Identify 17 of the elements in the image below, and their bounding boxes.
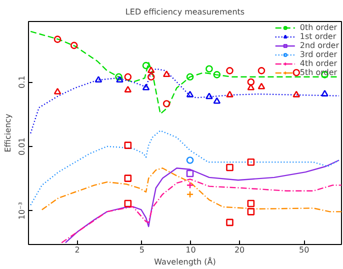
x-tick-label: 20 [234,246,245,254]
legend-label: 5th order [300,68,338,77]
legend-label: 0th order [300,23,338,32]
legend-label: 1st order [300,32,336,41]
legend-label: 2nd order [300,41,339,50]
chart-title: LED efficiency measurements [125,8,245,16]
x-tick-label: 10 [186,246,196,254]
x-tick-label: 2 [74,246,80,254]
y-tick-label: 0.1 [18,76,26,88]
x-tick-label: 50 [299,246,310,254]
y-tick-label: 0.01 [18,138,26,156]
x-axis-title: Wavelength (Å) [154,256,216,266]
legend-label: 3rd order [300,50,338,59]
legend-label: 4th order [300,59,338,68]
x-tick-label: 5 [139,246,144,254]
y-tick-label: 10⁻³ [18,202,26,220]
y-axis-title: Efficiency [4,113,12,152]
